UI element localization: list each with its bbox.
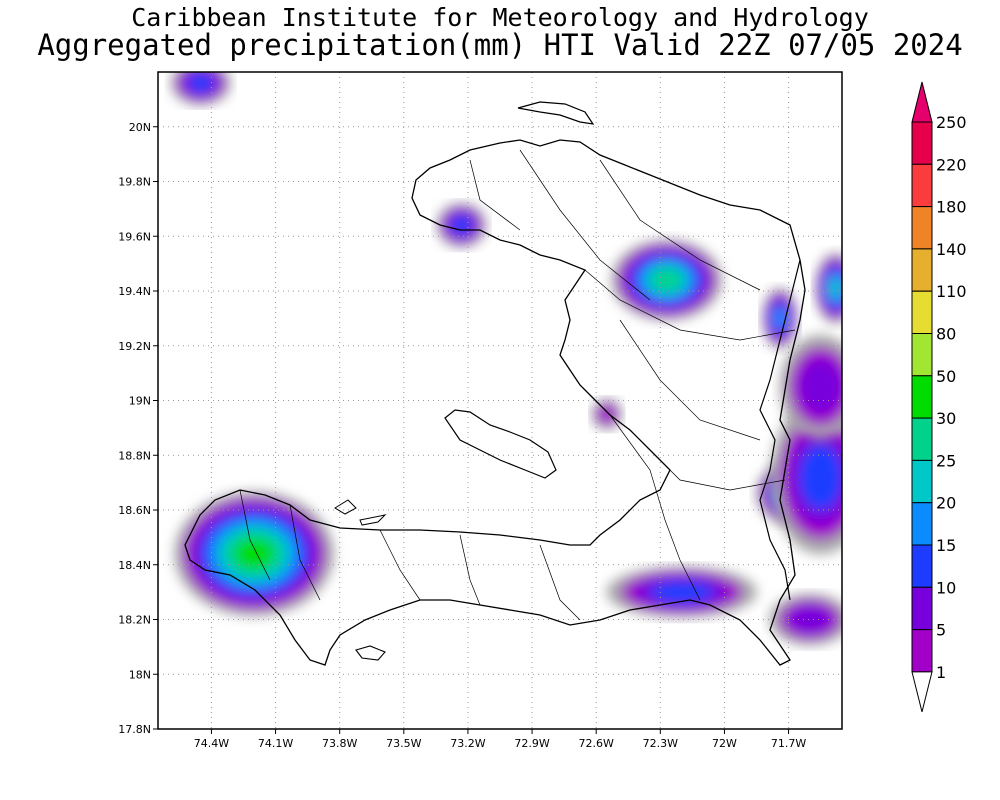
plot-frame: [157, 71, 843, 730]
colorbar-under-arrow: [911, 671, 933, 713]
lon-tick-label: 72W: [712, 737, 737, 750]
rain-cell: [591, 398, 623, 431]
lat-tick-label: 18.2N: [118, 614, 151, 627]
lat-tick-label: 18.4N: [118, 559, 151, 572]
chart-subtitle: Aggregated precipitation(mm) HTI Valid 2…: [37, 28, 963, 62]
chart-title: Caribbean Institute for Meteorology and …: [131, 3, 869, 32]
rain-cell: [170, 72, 231, 106]
colorbar-level-label: 30: [936, 409, 956, 428]
colorbar-level-label: 80: [936, 325, 956, 344]
rain-cell: [770, 399, 842, 555]
colorbar-segment: [911, 544, 933, 588]
colorbar-level-label: 5: [936, 621, 946, 640]
lat-tick-label: 18N: [129, 668, 151, 681]
lat-tick-label: 18.6N: [118, 504, 151, 517]
lon-tick-label: 72.9W: [514, 737, 549, 750]
colorbar-segment: [911, 248, 933, 292]
lon-tick-label: 74.4W: [194, 737, 229, 750]
lat-tick-label: 19.8N: [118, 176, 151, 189]
lat-tick-label: 19N: [129, 395, 151, 408]
colorbar-segment: [911, 121, 933, 165]
colorbar-segment: [911, 459, 933, 504]
lon-tick-label: 72.3W: [643, 737, 678, 750]
rain-cell: [611, 239, 723, 321]
tortuga-island-outline: [517, 101, 595, 125]
cayemites-outline: [334, 499, 387, 526]
colorbar-segment: [911, 290, 933, 335]
colorbar-level-label: 140: [936, 240, 967, 259]
colorbar-segment: [911, 375, 933, 419]
coastline-and-borders: [184, 101, 806, 666]
lon-tick-label: 73.5W: [386, 737, 421, 750]
rain-cell: [436, 202, 487, 248]
department-borders: [239, 149, 796, 621]
colorbar-level-label: 1: [936, 663, 946, 682]
colorbar-level-label: 250: [936, 113, 967, 132]
rain-cell: [814, 252, 842, 324]
lat-tick-label: 19.6N: [118, 230, 151, 243]
colorbar-segment: [911, 586, 933, 631]
colorbar-level-label: 10: [936, 578, 956, 597]
precipitation-field: [170, 72, 842, 646]
colorbar-over-arrow: [911, 81, 933, 123]
colorbar-level-label: 180: [936, 198, 967, 217]
lat-tick-label: 19.4N: [118, 285, 151, 298]
lat-tick-label: 17.8N: [118, 723, 151, 736]
colorbar-segment: [911, 417, 933, 461]
colorbar-level-label: 25: [936, 451, 956, 470]
colorbar-segment: [911, 163, 933, 208]
lon-tick-label: 72.6W: [579, 737, 614, 750]
axis-ticks: 74.4W 74.1W 73.8W 73.5W 73.2W 72.9W 72.6W 72.3W…: [118, 121, 806, 750]
haiti-mainland-outline: [184, 139, 806, 666]
lat-tick-label: 19.2N: [118, 340, 151, 353]
colorbar-segment: [911, 206, 933, 250]
lon-tick-label: 73.2W: [450, 737, 485, 750]
gonave-island-outline: [444, 409, 557, 479]
lon-tick-label: 74.1W: [258, 737, 293, 750]
haiti-dr-border: [759, 259, 801, 601]
rain-cell: [780, 334, 842, 439]
rain-cell: [606, 566, 758, 618]
lat-tick-label: 18.8N: [118, 449, 151, 462]
colorbar-level-label: 50: [936, 367, 956, 386]
lon-tick-label: 73.8W: [322, 737, 357, 750]
lat-tick-label: 20N: [129, 121, 151, 134]
colorbar-level-label: 20: [936, 494, 956, 513]
colorbar-segment: [911, 333, 933, 377]
colorbar-level-label: 110: [936, 282, 967, 301]
ile-a-vache-outline: [355, 645, 386, 661]
colorbar-level-label: 220: [936, 155, 967, 174]
colorbar-segment: [911, 629, 933, 673]
colorbar-segment: [911, 502, 933, 546]
colorbar-level-label: 15: [936, 536, 956, 555]
lon-tick-label: 71.7W: [771, 737, 806, 750]
rain-cell: [769, 593, 842, 646]
grid-lines: [158, 72, 842, 729]
